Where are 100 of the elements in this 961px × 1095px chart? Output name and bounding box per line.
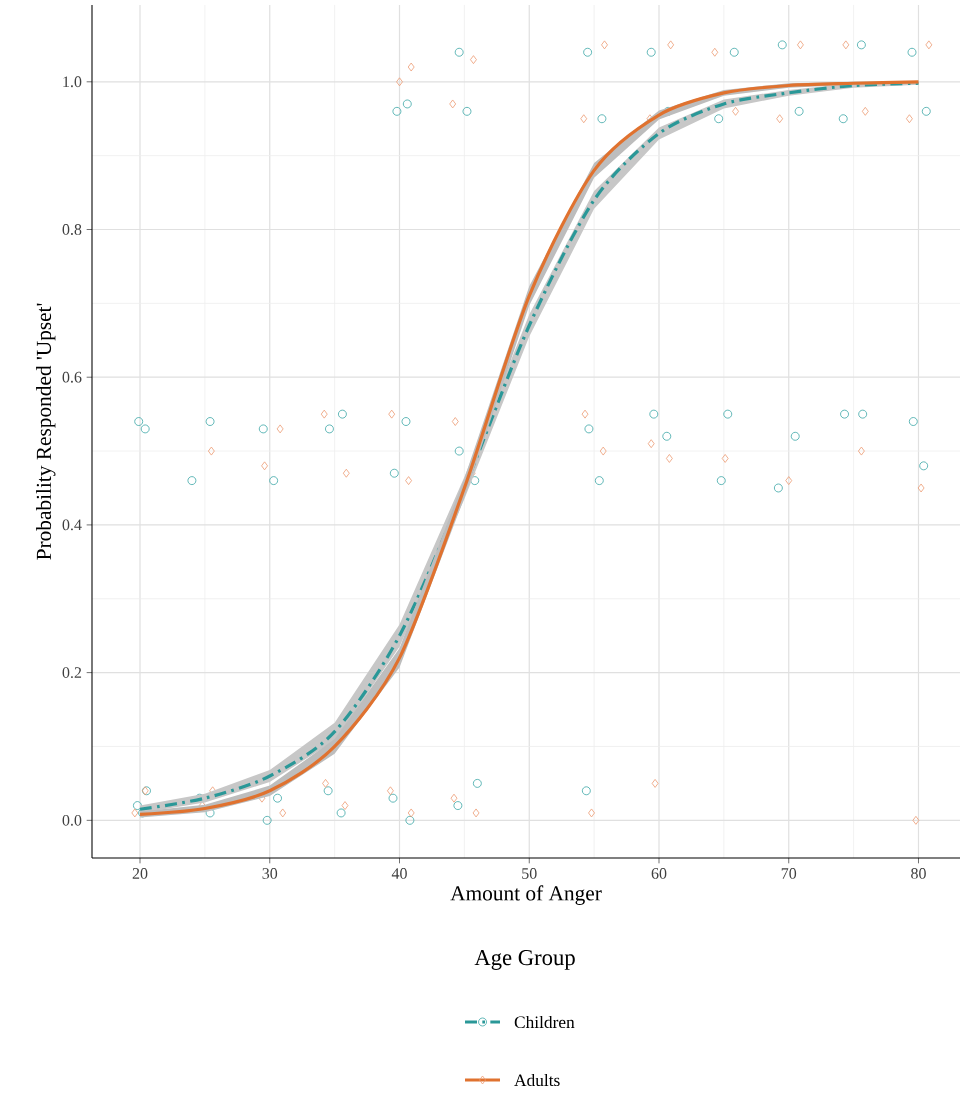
y-axis-title: Probability Responded 'Upset' bbox=[36, 303, 56, 560]
point bbox=[861, 106, 869, 116]
point bbox=[773, 483, 783, 493]
point bbox=[921, 106, 931, 116]
point bbox=[925, 40, 933, 50]
point bbox=[187, 476, 197, 485]
point bbox=[402, 99, 412, 109]
point bbox=[646, 47, 656, 57]
x-tick-label: 70 bbox=[781, 868, 797, 879]
point bbox=[601, 40, 608, 50]
point bbox=[472, 808, 480, 818]
point bbox=[842, 40, 850, 50]
point bbox=[336, 808, 346, 818]
x-tick-label: 50 bbox=[522, 868, 537, 879]
y-tick-label: 0.8 bbox=[62, 224, 82, 235]
x-tick-label: 20 bbox=[132, 868, 148, 879]
point bbox=[140, 424, 150, 434]
point bbox=[797, 40, 804, 50]
point bbox=[454, 47, 464, 57]
point bbox=[454, 446, 464, 456]
point bbox=[858, 409, 868, 419]
point bbox=[276, 424, 284, 434]
point bbox=[785, 476, 793, 485]
point bbox=[919, 461, 929, 471]
point bbox=[907, 47, 917, 57]
point bbox=[472, 779, 482, 788]
point bbox=[401, 417, 411, 426]
point bbox=[597, 114, 607, 124]
point bbox=[342, 468, 350, 478]
point bbox=[320, 409, 328, 419]
point bbox=[662, 431, 672, 441]
point bbox=[647, 439, 655, 449]
point bbox=[325, 424, 334, 434]
point bbox=[387, 786, 394, 796]
point bbox=[470, 55, 477, 65]
point bbox=[338, 409, 347, 419]
y-tick-label: 0.4 bbox=[62, 519, 82, 531]
point bbox=[405, 815, 415, 825]
point bbox=[858, 446, 865, 456]
point bbox=[261, 461, 268, 471]
point bbox=[716, 476, 726, 485]
point bbox=[388, 409, 396, 419]
point bbox=[396, 77, 403, 87]
point bbox=[207, 446, 215, 456]
point bbox=[794, 106, 804, 116]
point bbox=[649, 409, 659, 419]
point bbox=[262, 815, 272, 825]
y-tick-label: 1.0 bbox=[63, 76, 82, 88]
point bbox=[453, 801, 463, 810]
point bbox=[651, 779, 659, 788]
point bbox=[134, 417, 144, 426]
point bbox=[588, 808, 595, 818]
point bbox=[133, 801, 142, 810]
point bbox=[462, 106, 472, 116]
point bbox=[917, 483, 925, 493]
point bbox=[450, 793, 458, 803]
point bbox=[906, 114, 913, 124]
point bbox=[776, 114, 784, 124]
point bbox=[341, 801, 349, 810]
point bbox=[581, 786, 591, 796]
point bbox=[594, 476, 604, 485]
point bbox=[790, 431, 800, 441]
point bbox=[729, 47, 739, 57]
y-tick-label: 0.0 bbox=[62, 814, 82, 826]
x-axis-title: Amount of Anger bbox=[450, 885, 602, 905]
x-tick-label: 80 bbox=[911, 868, 926, 879]
point bbox=[584, 424, 594, 434]
point bbox=[711, 47, 719, 57]
y-tick-label: 0.2 bbox=[62, 667, 82, 679]
legend-label: Children bbox=[514, 1015, 575, 1029]
point bbox=[857, 40, 866, 50]
point bbox=[389, 468, 399, 478]
point bbox=[205, 417, 215, 426]
point bbox=[392, 106, 402, 116]
point bbox=[777, 40, 787, 50]
x-tick-label: 30 bbox=[262, 868, 278, 879]
point bbox=[273, 793, 282, 803]
point bbox=[388, 793, 398, 803]
y-tick-label: 0.6 bbox=[62, 371, 82, 383]
point bbox=[583, 47, 593, 57]
point bbox=[714, 114, 724, 124]
point bbox=[449, 99, 457, 109]
x-tick-label: 40 bbox=[391, 868, 407, 879]
point bbox=[405, 476, 412, 485]
point bbox=[723, 409, 733, 419]
point bbox=[908, 417, 918, 426]
point bbox=[131, 808, 139, 818]
point bbox=[667, 40, 675, 50]
point bbox=[580, 114, 588, 124]
point bbox=[323, 786, 333, 796]
point bbox=[840, 409, 849, 419]
legend-title: Age Group bbox=[474, 949, 575, 970]
point bbox=[912, 815, 920, 825]
point bbox=[721, 454, 729, 463]
point bbox=[279, 808, 287, 818]
point bbox=[732, 106, 739, 116]
point bbox=[451, 417, 459, 426]
point bbox=[470, 476, 480, 485]
point bbox=[269, 476, 279, 485]
point bbox=[581, 409, 589, 419]
